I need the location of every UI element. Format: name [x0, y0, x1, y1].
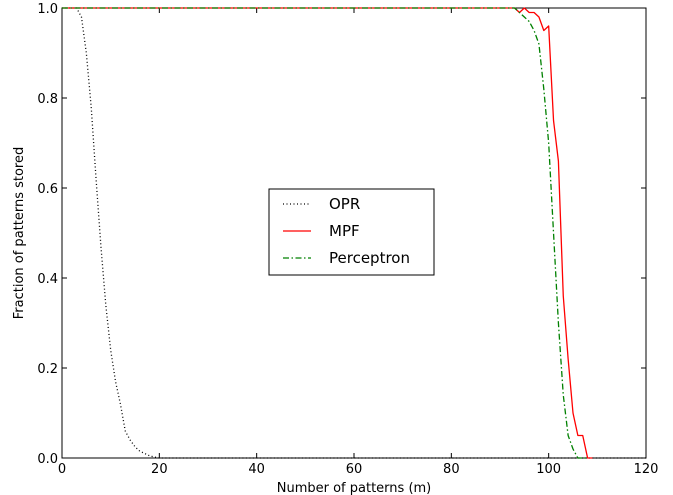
- legend-label-perceptron: Perceptron: [329, 249, 410, 267]
- y-tick-label: 0.6: [37, 182, 58, 197]
- y-tick-label: 0.0: [37, 452, 58, 467]
- legend-label-opr: OPR: [329, 195, 360, 213]
- y-tick-label: 0.8: [37, 92, 58, 107]
- y-tick-label: 0.2: [37, 362, 58, 377]
- ticks-layer: 0 20 40 60 80 100 120 0.0 0.2 0.4 0.6 0.8 1.0: [37, 2, 658, 477]
- series-line-perceptron: [62, 7, 588, 459]
- x-tick-label: 100: [536, 462, 561, 477]
- x-tick-label: 80: [443, 462, 460, 477]
- series-line-opr: [62, 7, 646, 459]
- x-tick-label: 20: [151, 462, 168, 477]
- x-axis-label: Number of patterns (m): [277, 481, 432, 495]
- series-layer: [62, 7, 646, 459]
- y-tick-label: 1.0: [37, 2, 58, 17]
- legend-label-mpf: MPF: [329, 222, 360, 240]
- x-tick-label: 60: [346, 462, 363, 477]
- x-tick-label: 40: [248, 462, 265, 477]
- y-tick-label: 0.4: [37, 272, 58, 287]
- y-axis-label: Fraction of patterns stored: [12, 147, 27, 320]
- x-tick-label: 0: [58, 462, 66, 477]
- legend-box: [268, 188, 435, 276]
- series-line-mpf: [62, 7, 593, 459]
- legend: OPR MPF Perceptron: [268, 188, 435, 276]
- x-tick-label: 120: [634, 462, 659, 477]
